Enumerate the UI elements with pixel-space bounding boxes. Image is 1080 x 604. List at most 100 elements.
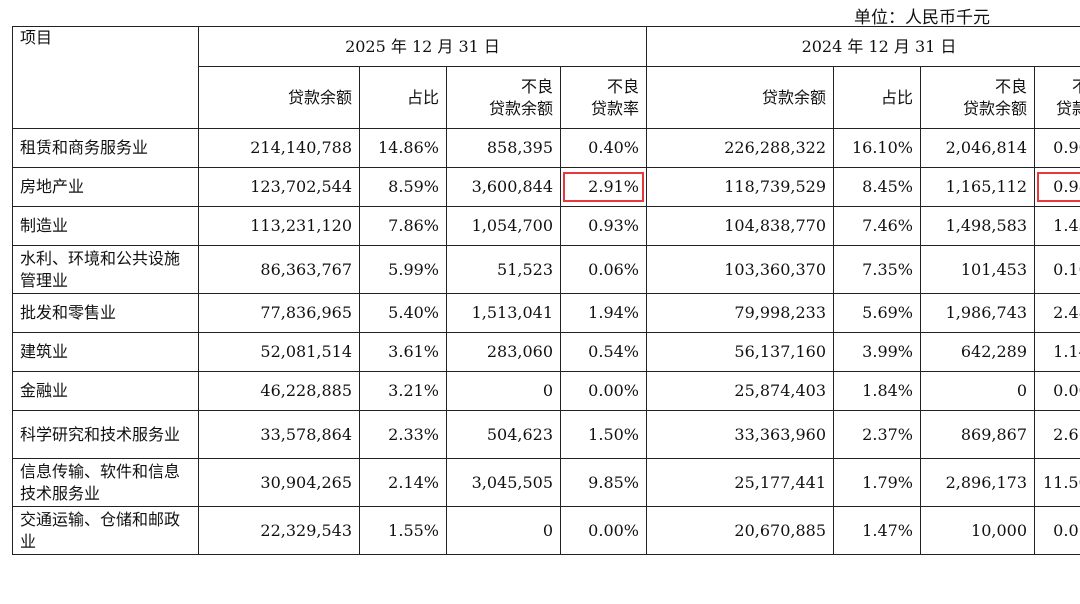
npl-rate-2024-header-line2: 贷款率 (1055, 98, 1080, 118)
npl-2024-header: 不良 贷款余额 (920, 66, 1035, 129)
npl-2024: 10,000 (920, 506, 1035, 555)
npl-rate-2024: 0.90% (1034, 128, 1080, 168)
npl-2025: 1,054,700 (446, 206, 561, 246)
share-2024: 1.84% (833, 371, 921, 411)
share-2024: 7.46% (833, 206, 921, 246)
npl-rate-2024-header-line1: 不良 (1071, 76, 1080, 96)
npl-2025: 51,523 (446, 245, 561, 294)
balance-2025: 77,836,965 (198, 293, 360, 333)
unit-label: 单位：人民币千元 (854, 8, 990, 28)
balance-2025: 52,081,514 (198, 332, 360, 372)
industry-name: 信息传输、软件和信息技术服务业 (12, 458, 199, 507)
balance-2024: 25,874,403 (646, 371, 834, 411)
balance-2024: 104,838,770 (646, 206, 834, 246)
balance-2024: 103,360,370 (646, 245, 834, 294)
share-2024-header-label: 占比 (880, 87, 913, 107)
share-2024: 5.69% (833, 293, 921, 333)
npl-rate-2024: 0.98% (1053, 177, 1080, 196)
npl-2025: 858,395 (446, 128, 561, 168)
npl-rate-2024: 1.43% (1034, 206, 1080, 246)
npl-2025-header-line1: 不良 (520, 76, 553, 96)
table-row: 水利、环境和公共设施管理业 86,363,767 5.99% 51,523 0.… (12, 245, 1080, 294)
npl-2024: 1,165,112 (920, 167, 1035, 207)
table-row: 金融业 46,228,885 3.21% 0 0.00% 25,874,403 … (12, 371, 1080, 411)
npl-2025: 3,045,505 (446, 458, 561, 507)
npl-2024: 642,289 (920, 332, 1035, 372)
industry-name: 交通运输、仓储和邮政业 (12, 506, 199, 555)
period-2025-header: 2025 年 12 月 31 日 (198, 26, 647, 67)
balance-2025: 86,363,767 (198, 245, 360, 294)
share-2024: 1.79% (833, 458, 921, 507)
balance-2024-header: 贷款余额 (646, 66, 834, 129)
balance-2024: 118,739,529 (646, 167, 834, 207)
balance-2025: 123,702,544 (198, 167, 360, 207)
share-2024: 3.99% (833, 332, 921, 372)
npl-rate-2025: 1.94% (560, 293, 647, 333)
npl-rate-2024: 1.14% (1034, 332, 1080, 372)
share-2025: 5.99% (359, 245, 447, 294)
npl-rate-2024: 0.10% (1034, 245, 1080, 294)
npl-rate-2025-highlighted: 2.91% (560, 167, 647, 207)
npl-2025: 283,060 (446, 332, 561, 372)
share-2024: 2.37% (833, 410, 921, 459)
npl-2024-header-line2: 贷款余额 (962, 98, 1027, 118)
industry-name: 租赁和商务服务业 (12, 128, 199, 168)
table-row: 科学研究和技术服务业 33,578,864 2.33% 504,623 1.50… (12, 410, 1080, 459)
npl-2025: 1,513,041 (446, 293, 561, 333)
npl-2025-header-line2: 贷款余额 (488, 98, 553, 118)
share-2025: 2.14% (359, 458, 447, 507)
npl-rate-2024: 11.50% (1034, 458, 1080, 507)
share-2025: 3.21% (359, 371, 447, 411)
table-row: 房地产业 123,702,544 8.59% 3,600,844 2.91% 1… (12, 167, 1080, 207)
balance-2025-header: 贷款余额 (198, 66, 360, 129)
balance-2025-header-label: 贷款余额 (287, 87, 352, 107)
industry-name: 房地产业 (12, 167, 199, 207)
industry-name: 科学研究和技术服务业 (12, 410, 199, 459)
npl-rate-2025: 0.06% (560, 245, 647, 294)
npl-rate-2025: 0.00% (560, 506, 647, 555)
npl-rate-2024: 2.61% (1034, 410, 1080, 459)
npl-2024: 2,046,814 (920, 128, 1035, 168)
npl-2025: 3,600,844 (446, 167, 561, 207)
balance-2025: 33,578,864 (198, 410, 360, 459)
npl-rate-2025: 9.85% (560, 458, 647, 507)
npl-rate-2025: 0.93% (560, 206, 647, 246)
npl-rate-2025-header-line1: 不良 (606, 76, 639, 96)
share-2024-header: 占比 (833, 66, 921, 129)
npl-rate-2025: 2.91% (588, 177, 639, 196)
npl-2024: 0 (920, 371, 1035, 411)
period-header-row: 项目 2025 年 12 月 31 日 2024 年 12 月 31 日 (12, 26, 1080, 129)
balance-2025: 30,904,265 (198, 458, 360, 507)
share-2024: 16.10% (833, 128, 921, 168)
npl-rate-2024: 2.48% (1034, 293, 1080, 333)
npl-rate-2025: 1.50% (560, 410, 647, 459)
npl-rate-2025-header: 不良 贷款率 (560, 66, 647, 129)
npl-rate-2024-highlighted: 0.98% (1034, 167, 1080, 207)
npl-2024-header-line1: 不良 (994, 76, 1027, 96)
table-row: 租赁和商务服务业 214,140,788 14.86% 858,395 0.40… (12, 128, 1080, 168)
balance-2025: 22,329,543 (198, 506, 360, 555)
npl-rate-2025: 0.00% (560, 371, 647, 411)
npl-2024: 1,986,743 (920, 293, 1035, 333)
npl-2025-header: 不良 贷款余额 (446, 66, 561, 129)
share-2024: 8.45% (833, 167, 921, 207)
balance-2025: 113,231,120 (198, 206, 360, 246)
share-2024: 7.35% (833, 245, 921, 294)
table-row: 批发和零售业 77,836,965 5.40% 1,513,041 1.94% … (12, 293, 1080, 333)
npl-rate-2025-header-line2: 贷款率 (590, 98, 639, 118)
industry-name: 水利、环境和公共设施管理业 (12, 245, 199, 294)
npl-rate-2025: 0.40% (560, 128, 647, 168)
share-2025: 3.61% (359, 332, 447, 372)
balance-2024: 20,670,885 (646, 506, 834, 555)
npl-rate-2025: 0.54% (560, 332, 647, 372)
balance-2024: 226,288,322 (646, 128, 834, 168)
loan-industry-table: 项目 2025 年 12 月 31 日 2024 年 12 月 31 日 贷款余… (12, 26, 1080, 555)
npl-2024: 869,867 (920, 410, 1035, 459)
share-2025: 14.86% (359, 128, 447, 168)
period-2024-header: 2024 年 12 月 31 日 (646, 26, 1080, 67)
share-2025-header-label: 占比 (406, 87, 439, 107)
table-row: 信息传输、软件和信息技术服务业 30,904,265 2.14% 3,045,5… (12, 458, 1080, 507)
table-row: 交通运输、仓储和邮政业 22,329,543 1.55% 0 0.00% 20,… (12, 506, 1080, 555)
